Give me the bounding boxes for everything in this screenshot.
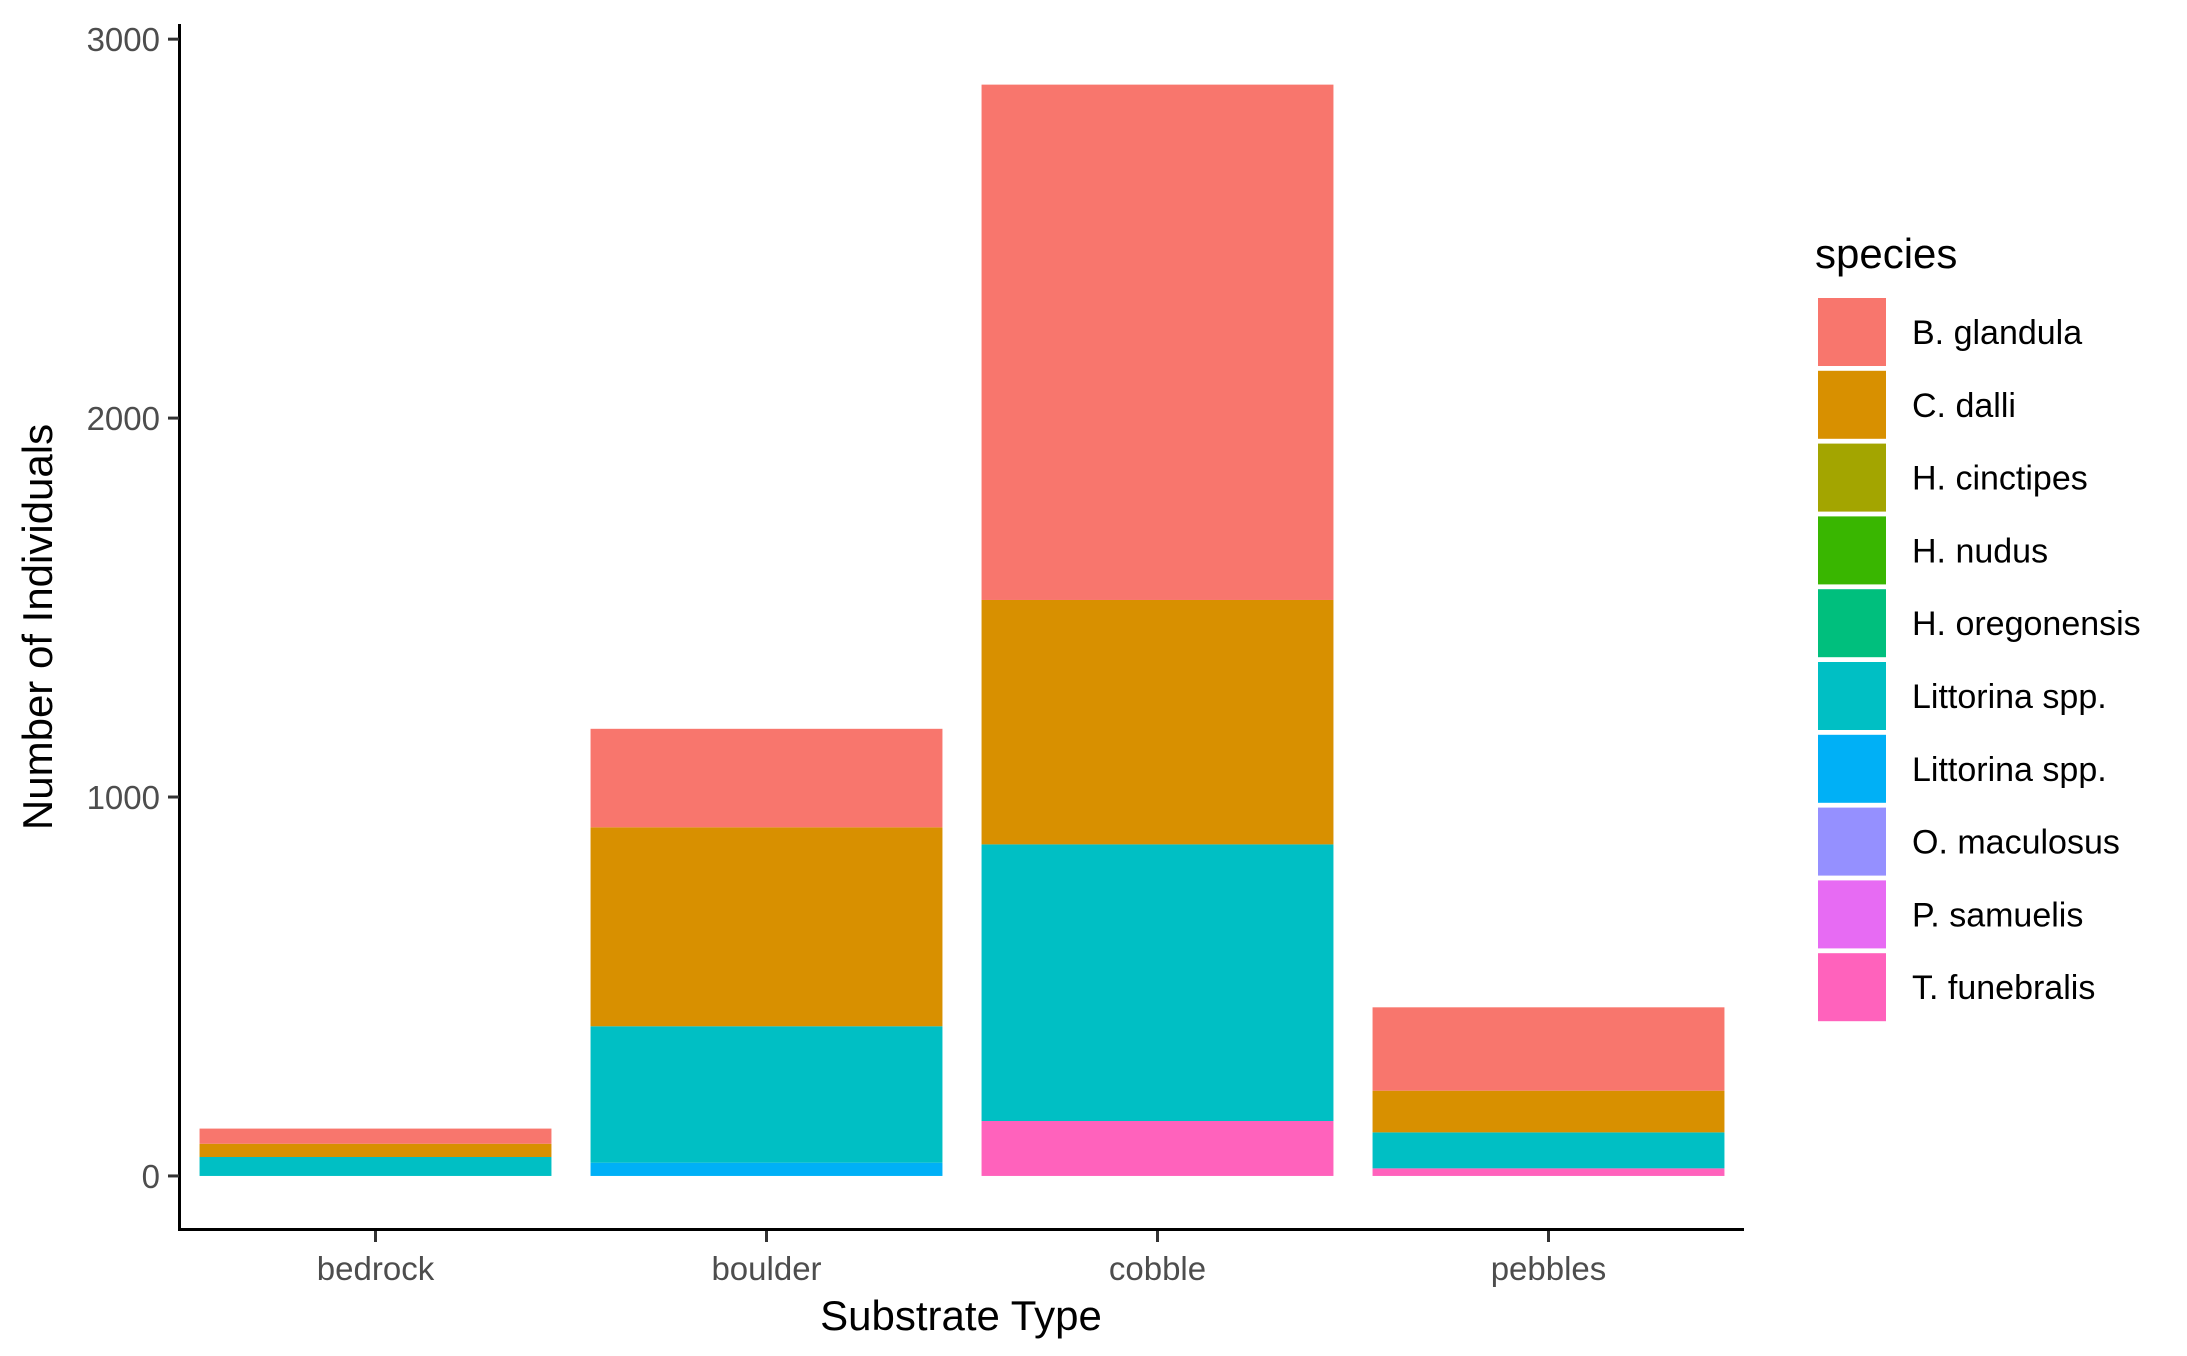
bar-segment-cobble-littorina-spp-: [981, 844, 1334, 1122]
legend-label: B. glandula: [1912, 314, 2082, 352]
legend-swatch: [1818, 807, 1886, 876]
legend-swatch: [1818, 370, 1886, 439]
legend-swatch: [1818, 516, 1886, 585]
bar-segment-cobble-t-funebralis: [981, 1121, 1334, 1176]
bar-segment-bedrock-c-dalli: [199, 1143, 552, 1158]
bar-segment-pebbles-littorina-spp-: [1372, 1132, 1725, 1169]
legend-swatch: [1818, 589, 1886, 658]
bar-segment-pebbles-t-funebralis: [1372, 1168, 1725, 1176]
x-tick-label: pebbles: [1491, 1250, 1607, 1287]
legend-label: T. funebralis: [1912, 969, 2095, 1007]
y-tick-label: 2000: [87, 400, 160, 437]
axes-layer: 0 1000 2000 3000 bedrock boulder cobble pebble…: [14, 21, 1744, 1339]
bar-segment-boulder-c-dalli: [590, 827, 943, 1027]
bar-segment-cobble-c-dalli: [981, 599, 1334, 845]
x-axis-title: Substrate Type: [820, 1292, 1102, 1339]
legend-swatch: [1818, 880, 1886, 949]
bar-segment-cobble-b-glandula: [981, 84, 1334, 600]
x-tick-label: bedrock: [317, 1250, 435, 1287]
bar-segment-pebbles-c-dalli: [1372, 1090, 1725, 1133]
legend-swatch: [1818, 443, 1886, 512]
legend-items: B. glandula C. dalli H. cinctipes H. nudus H…: [1818, 298, 2141, 1022]
legend-label: H. nudus: [1912, 532, 2048, 570]
bar-segment-bedrock-b-glandula: [199, 1128, 552, 1144]
x-tick-label: boulder: [711, 1250, 821, 1287]
x-tick-label: cobble: [1109, 1250, 1206, 1287]
x-ticks: bedrock boulder cobble pebbles: [317, 1231, 1607, 1287]
legend-label: H. cinctipes: [1912, 460, 2088, 498]
legend-swatch: [1818, 662, 1886, 730]
legend-label: Littorina spp.: [1912, 678, 2107, 716]
legend-swatch: [1818, 298, 1886, 366]
legend-label: O. maculosus: [1912, 824, 2120, 862]
y-axis-title: Number of Individuals: [14, 424, 61, 830]
y-tick-label: 0: [142, 1158, 160, 1195]
bar-segment-bedrock-littorina-spp-: [199, 1157, 552, 1176]
bar-segment-pebbles-b-glandula: [1372, 1007, 1725, 1091]
legend-label: Littorina spp.: [1912, 751, 2107, 789]
bar-segment-boulder-littorina-spp-: [590, 1162, 943, 1176]
legend-title: species: [1815, 230, 1957, 277]
legend-label: H. oregonensis: [1912, 605, 2141, 643]
bars-layer: [199, 84, 1725, 1176]
legend-label: C. dalli: [1912, 387, 2016, 425]
y-tick-label: 3000: [87, 21, 160, 58]
legend: species B. glandula C. dalli H. cinctipes H…: [1815, 230, 2141, 1022]
legend-swatch: [1818, 953, 1886, 1022]
legend-swatch: [1818, 734, 1886, 803]
bar-segment-boulder-b-glandula: [590, 728, 943, 828]
y-ticks: 0 1000 2000 3000: [87, 21, 179, 1195]
legend-label: P. samuelis: [1912, 896, 2083, 934]
bar-segment-boulder-littorina-spp-: [590, 1026, 943, 1163]
y-tick-label: 1000: [87, 779, 160, 816]
